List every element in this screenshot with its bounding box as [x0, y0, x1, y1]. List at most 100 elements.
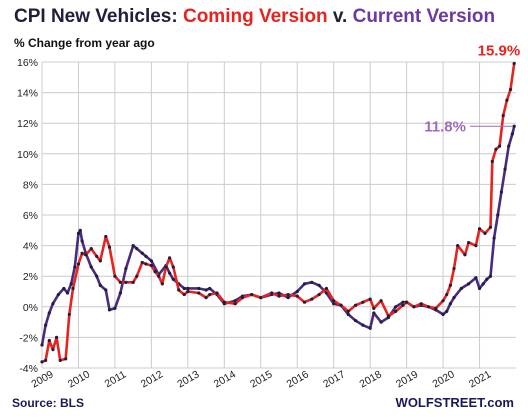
data-point: [144, 262, 148, 266]
data-point: [505, 98, 509, 102]
data-point: [412, 305, 416, 309]
chart-subtitle: % Change from year ago: [14, 36, 155, 50]
data-point: [69, 282, 73, 286]
data-point: [477, 286, 482, 291]
data-point: [131, 280, 135, 284]
data-point: [76, 231, 81, 235]
data-point: [339, 303, 343, 307]
data-point: [44, 323, 48, 327]
data-point: [177, 288, 181, 292]
data-point: [405, 300, 409, 304]
x-tick-label: 2016: [285, 368, 311, 390]
title-prefix: CPI New Vehicles:: [14, 6, 183, 27]
data-point: [483, 231, 487, 235]
data-point: [64, 357, 68, 361]
data-point: [295, 294, 299, 298]
data-point: [54, 335, 59, 339]
watermark-logo: WOLFSTREET.com: [395, 395, 514, 410]
data-point: [467, 240, 471, 245]
data-point: [197, 291, 201, 295]
data-point: [302, 300, 307, 304]
data-point: [171, 277, 175, 281]
y-tick-label: -4%: [19, 363, 38, 375]
data-point: [113, 306, 117, 310]
title-current-version: Current Version: [352, 6, 496, 27]
data-point: [56, 292, 61, 297]
data-point: [118, 280, 122, 284]
data-point: [104, 288, 108, 292]
data-point: [452, 296, 456, 300]
data-point: [124, 280, 128, 284]
x-tick-label: 2014: [212, 368, 238, 390]
data-point: [135, 274, 139, 278]
y-tick-label: 4%: [23, 241, 38, 253]
data-point: [448, 302, 452, 306]
data-point: [419, 302, 423, 306]
title-versus: v.: [327, 6, 353, 27]
data-point: [401, 303, 405, 307]
data-point: [361, 323, 365, 327]
data-point: [250, 292, 254, 297]
data-point: [182, 292, 186, 297]
data-point: [208, 292, 212, 297]
data-point: [441, 299, 445, 303]
end-label-coming: 15.9%: [478, 43, 521, 60]
data-point: [448, 283, 452, 287]
y-tick-label: 6%: [23, 210, 38, 222]
data-point: [233, 302, 237, 306]
data-point: [317, 292, 321, 297]
data-point: [58, 358, 62, 362]
data-point: [277, 294, 281, 298]
title-coming-version: Coming Version: [182, 6, 328, 27]
data-point: [508, 87, 513, 92]
data-point: [456, 244, 460, 248]
x-tick-label: 2015: [248, 368, 274, 390]
data-point: [89, 265, 93, 269]
data-point: [485, 277, 489, 281]
data-point: [510, 132, 514, 136]
data-point: [182, 286, 186, 291]
data-point: [346, 309, 350, 313]
data-point: [40, 343, 44, 347]
data-point: [467, 282, 471, 286]
data-point: [270, 291, 274, 295]
data-point: [78, 228, 82, 232]
data-point: [160, 282, 164, 286]
data-point: [368, 326, 372, 330]
y-tick-label: 8%: [23, 179, 38, 191]
data-point: [386, 314, 390, 318]
data-point: [186, 286, 190, 291]
data-point: [368, 297, 372, 301]
data-point: [445, 309, 449, 313]
data-point: [76, 262, 81, 266]
y-tick-label: 10%: [17, 149, 38, 161]
y-tick-label: 12%: [17, 118, 38, 130]
data-point: [197, 286, 201, 291]
data-point: [47, 311, 51, 315]
x-tick-label: 2019: [394, 368, 420, 390]
data-point: [310, 297, 314, 301]
data-point: [496, 213, 500, 217]
x-tick-label: 2020: [430, 368, 456, 390]
data-point: [346, 312, 350, 317]
data-point: [379, 320, 383, 324]
y-tick-label: 2%: [23, 271, 38, 283]
data-point: [168, 271, 172, 275]
x-tick-label: 2018: [358, 368, 384, 390]
data-point: [149, 259, 153, 263]
data-point: [73, 265, 77, 269]
data-point: [107, 245, 112, 249]
data-point: [441, 312, 445, 317]
data-point: [310, 280, 314, 284]
data-point: [361, 300, 365, 304]
data-point: [332, 302, 336, 306]
data-point: [503, 167, 507, 171]
data-point: [501, 113, 505, 118]
data-point: [434, 306, 438, 310]
series-coming-version: [40, 61, 516, 364]
data-point: [512, 61, 516, 66]
data-point: [95, 254, 99, 258]
y-tick-label: -2%: [19, 332, 38, 344]
data-point: [164, 265, 168, 269]
